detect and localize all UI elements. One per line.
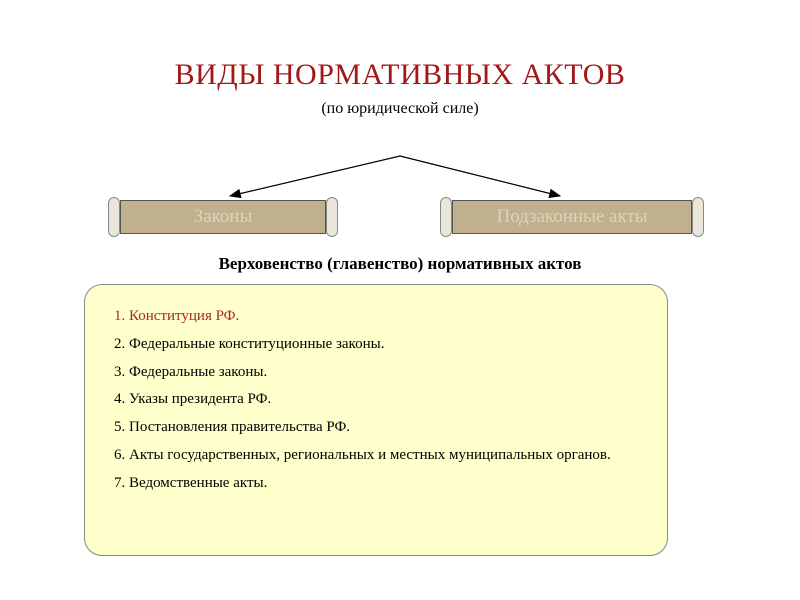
list-item: Акты государственных, региональных и мес… <box>129 442 645 470</box>
list-item: Федеральные законы. <box>129 359 645 387</box>
scroll-cap-icon <box>440 197 452 237</box>
hierarchy-heading: Верховенство (главенство) нормативных ак… <box>0 254 800 274</box>
page-title: ВИДЫ НОРМАТИВНЫХ АКТОВ <box>0 0 800 92</box>
hierarchy-box: Конституция РФ.Федеральные конституционн… <box>84 284 668 556</box>
list-item: Указы президента РФ. <box>129 386 645 414</box>
page-subtitle: (по юридической силе) <box>0 100 800 118</box>
list-item: Постановления правительства РФ. <box>129 414 645 442</box>
scroll-cap-icon <box>692 197 704 237</box>
arrow-left <box>230 156 400 196</box>
list-item: Конституция РФ. <box>129 303 645 331</box>
scroll-right: Подзаконные акты <box>440 200 704 234</box>
scroll-right-label: Подзаконные акты <box>452 200 692 234</box>
scroll-left-label: Законы <box>120 200 326 234</box>
list-item: Ведомственные акты. <box>129 470 645 498</box>
hierarchy-list: Конституция РФ.Федеральные конституционн… <box>107 303 645 497</box>
scroll-cap-icon <box>108 197 120 237</box>
arrow-right <box>400 156 560 196</box>
scroll-cap-icon <box>326 197 338 237</box>
scroll-left: Законы <box>108 200 338 234</box>
list-item: Федеральные конституционные законы. <box>129 331 645 359</box>
